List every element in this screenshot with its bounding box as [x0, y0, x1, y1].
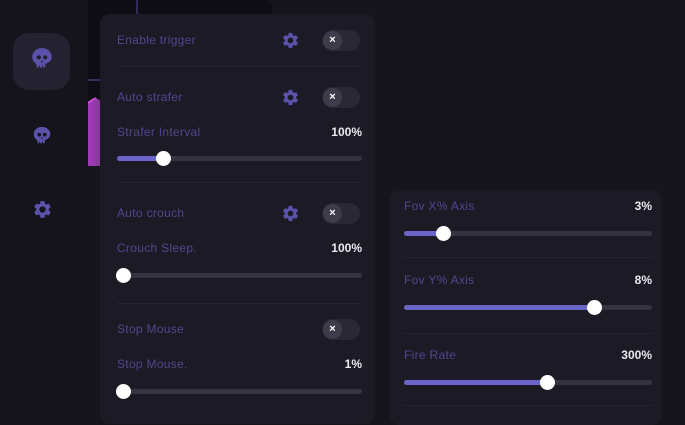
features-panel: Enable trigger × Auto strafer × Strafer …	[100, 14, 375, 424]
slider-thumb[interactable]	[156, 151, 172, 166]
slider-fill	[404, 305, 595, 310]
gear-icon[interactable]	[280, 203, 300, 223]
slider-label: Crouch Sleep.	[117, 241, 197, 255]
slider-thumb[interactable]	[436, 226, 452, 241]
slider-thumb[interactable]	[116, 384, 131, 399]
divider	[117, 303, 362, 304]
sidebar-item-trigger[interactable]	[30, 126, 54, 150]
slider-track[interactable]	[404, 231, 652, 236]
gear-icon[interactable]	[280, 30, 300, 50]
aim-panel: Fov X% Axis 3% Fov Y% Axis 8% Fire Rate …	[390, 190, 662, 425]
sidebar-item-aim-active[interactable]	[13, 33, 70, 90]
slider-thumb[interactable]	[587, 300, 603, 315]
feature-label: Enable trigger	[117, 33, 196, 47]
slider-label: Fov X% Axis	[404, 199, 475, 213]
slider-label: Fov Y% Axis	[404, 273, 475, 287]
slider-value: 1%	[344, 357, 362, 371]
toggle-off-x-icon: ×	[323, 87, 342, 107]
slider-fill	[117, 156, 164, 161]
slider-label: Strafer Interval	[117, 125, 201, 139]
feature-label: Auto crouch	[117, 206, 185, 220]
slider-label: Stop Mouse.	[117, 357, 188, 371]
slider-value: 300%	[621, 348, 652, 362]
slider-thumb[interactable]	[116, 268, 131, 283]
slider-label-row: Fov Y% Axis 8%	[404, 272, 652, 288]
toggle-off-x-icon: ×	[323, 203, 342, 223]
toggle-off-x-icon: ×	[323, 319, 342, 339]
enable-trigger-toggle[interactable]: ×	[322, 29, 360, 51]
feature-row-auto-strafer: Auto strafer ×	[117, 85, 360, 109]
slider-label: Fire Rate	[404, 348, 457, 362]
slider-thumb[interactable]	[540, 375, 556, 390]
slider-value: 100%	[331, 125, 362, 139]
stop-mouse-toggle[interactable]: ×	[322, 318, 360, 340]
slider-label-row: Fov X% Axis 3%	[404, 198, 652, 214]
slider-track[interactable]	[117, 156, 362, 161]
slider-value: 3%	[634, 199, 652, 213]
slider-fill	[404, 380, 548, 385]
slider-track[interactable]	[117, 273, 362, 278]
gear-icon[interactable]	[280, 87, 300, 107]
auto-crouch-toggle[interactable]: ×	[322, 202, 360, 224]
toggle-off-x-icon: ×	[323, 30, 342, 50]
stop-mouse-slider[interactable]	[116, 384, 362, 399]
slider-value: 100%	[331, 241, 362, 255]
divider	[404, 333, 652, 334]
auto-strafer-toggle[interactable]: ×	[322, 86, 360, 108]
divider	[404, 405, 652, 406]
sidebar	[0, 0, 88, 413]
feature-label: Stop Mouse	[117, 322, 185, 336]
sidebar-item-settings[interactable]	[30, 200, 54, 224]
slider-label-row: Stop Mouse. 1%	[117, 356, 362, 372]
gear-icon	[32, 199, 53, 225]
feature-row-enable-trigger: Enable trigger ×	[117, 28, 360, 52]
slider-label-row: Fire Rate 300%	[404, 347, 652, 363]
feature-row-auto-crouch: Auto crouch ×	[117, 201, 360, 225]
crouch-sleep-slider[interactable]	[116, 268, 362, 283]
fire-rate-slider[interactable]	[404, 375, 652, 390]
fov-x-slider[interactable]	[404, 226, 652, 241]
divider	[117, 66, 362, 67]
skull-icon	[31, 125, 53, 152]
feature-row-stop-mouse: Stop Mouse ×	[117, 317, 360, 341]
slider-track[interactable]	[117, 389, 362, 394]
divider	[404, 257, 652, 258]
slider-fill	[404, 231, 444, 236]
slider-label-row: Strafer Interval 100%	[117, 124, 362, 140]
skull-icon	[29, 46, 55, 77]
slider-label-row: Crouch Sleep. 100%	[117, 240, 362, 256]
feature-label: Auto strafer	[117, 90, 183, 104]
slider-value: 8%	[634, 273, 652, 287]
divider	[117, 182, 362, 183]
fov-y-slider[interactable]	[404, 300, 652, 315]
strafer-interval-slider[interactable]	[117, 151, 362, 166]
